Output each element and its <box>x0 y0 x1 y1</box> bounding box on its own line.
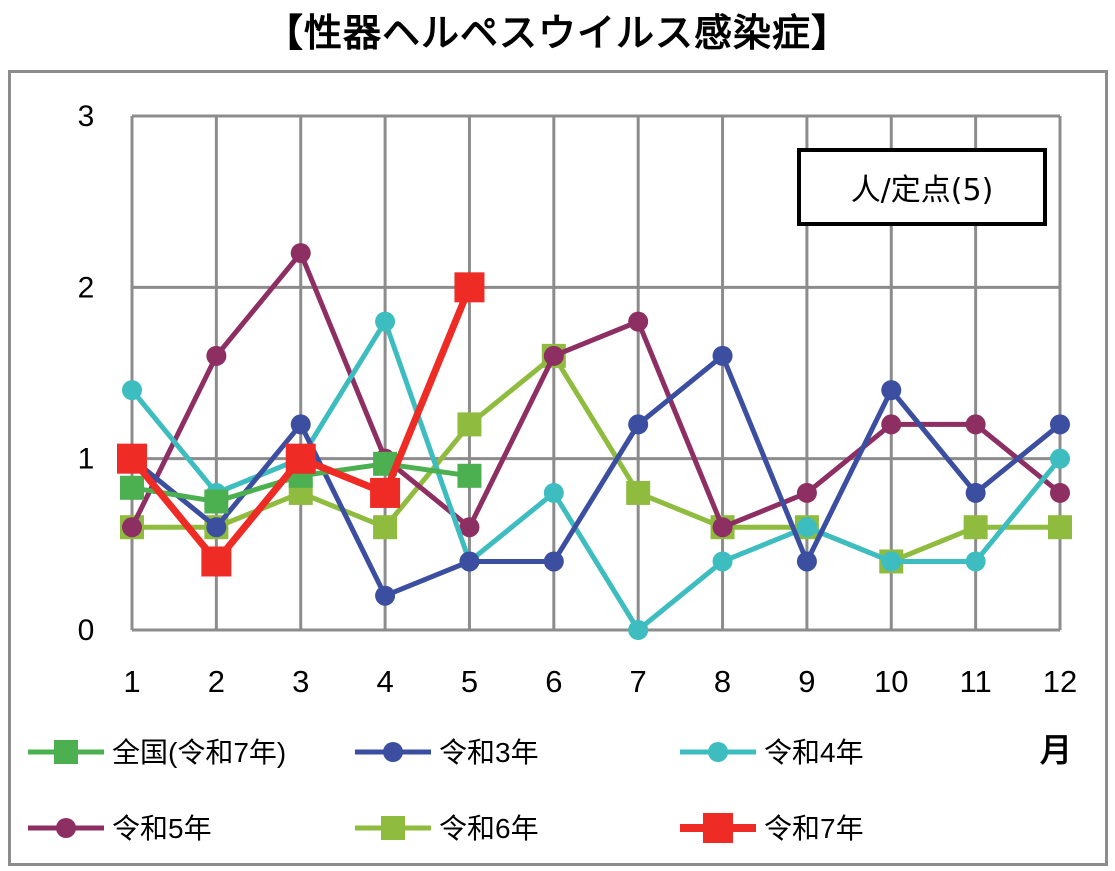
data-point <box>122 380 142 401</box>
legend-item: 令和6年 <box>355 813 539 844</box>
y-tick-label: 1 <box>78 443 95 476</box>
series-line <box>129 250 1062 530</box>
series-2 <box>122 345 1070 606</box>
x-tick-label: 5 <box>461 664 478 699</box>
data-point <box>459 551 480 572</box>
data-point <box>881 380 902 401</box>
series-1 <box>120 451 482 514</box>
data-point <box>712 517 733 538</box>
data-point <box>628 620 649 640</box>
data-point <box>712 551 733 572</box>
series-line <box>130 353 1062 599</box>
x-tick-label: 1 <box>123 664 140 699</box>
x-tick-label: 7 <box>630 664 647 699</box>
series-line <box>130 319 1062 633</box>
data-point <box>459 517 480 538</box>
data-point <box>712 345 733 366</box>
series-6 <box>117 272 485 577</box>
data-point <box>201 546 232 577</box>
x-tick-label: 11 <box>960 664 992 699</box>
data-point <box>373 515 398 540</box>
legend-label: 令和3年 <box>439 737 539 768</box>
series-layer <box>117 243 1072 640</box>
data-point <box>963 515 988 540</box>
data-point <box>290 414 311 435</box>
legend-item: 令和4年 <box>680 737 864 768</box>
legend-label: 令和5年 <box>112 813 212 844</box>
legend-marker <box>708 742 728 762</box>
chart-title: 【性器ヘルペスウイルス感染症】 <box>264 11 850 55</box>
data-point <box>120 475 144 500</box>
data-point <box>457 412 482 437</box>
x-unit-label: 月 <box>1040 731 1073 769</box>
legend-label: 令和6年 <box>439 813 539 844</box>
plot-frame <box>8 70 1108 866</box>
legend-marker <box>383 742 403 762</box>
data-point <box>881 414 902 435</box>
y-tick-label: 2 <box>78 271 95 304</box>
legend-item: 令和3年 <box>355 737 539 768</box>
data-point <box>375 311 396 332</box>
data-point <box>375 585 396 606</box>
data-point <box>370 477 401 508</box>
data-point <box>965 482 986 503</box>
data-point <box>206 517 227 538</box>
x-tick-label: 10 <box>874 664 908 699</box>
data-point <box>965 414 986 435</box>
y-tick-label: 3 <box>78 100 95 133</box>
legend-marker <box>54 740 78 764</box>
x-tick-label: 12 <box>1043 664 1077 699</box>
data-point <box>543 482 564 503</box>
data-point <box>543 345 564 366</box>
data-point <box>796 517 817 538</box>
legend-marker <box>703 813 733 843</box>
legend-item: 全国(令和7年) <box>28 737 286 768</box>
y-tick-label: 0 <box>78 614 95 647</box>
data-point <box>1050 482 1070 503</box>
data-point <box>965 551 986 572</box>
data-point <box>1048 515 1072 540</box>
x-tick-label: 6 <box>545 664 562 699</box>
data-point <box>1050 414 1070 435</box>
data-point <box>881 551 902 572</box>
data-point <box>626 480 651 505</box>
legend-label: 全国(令和7年) <box>112 737 286 768</box>
legend-marker <box>56 818 76 838</box>
data-point <box>206 345 227 366</box>
legend-label: 令和4年 <box>764 737 864 768</box>
data-point <box>628 414 649 435</box>
data-point <box>457 463 482 488</box>
data-point <box>204 489 229 514</box>
x-tick-label: 3 <box>292 664 309 699</box>
series-4 <box>122 243 1070 538</box>
legend-marker <box>381 816 405 840</box>
legend-item: 令和5年 <box>28 813 212 844</box>
unit-label-box: 人/定点(5) <box>797 148 1047 226</box>
data-point <box>796 482 817 503</box>
data-point <box>285 443 316 474</box>
x-tick-label: 2 <box>208 664 225 699</box>
data-point <box>454 272 485 303</box>
legend-label: 令和7年 <box>764 813 864 844</box>
data-point <box>290 243 311 264</box>
series-3 <box>122 311 1070 640</box>
x-tick-label: 9 <box>798 664 815 699</box>
series-line <box>132 353 1060 564</box>
data-point <box>543 551 564 572</box>
legend-item: 令和7年 <box>680 813 864 844</box>
unit-label: 人/定点(5) <box>850 173 994 208</box>
data-point <box>117 443 147 474</box>
data-point <box>122 517 142 538</box>
data-point <box>1050 448 1070 469</box>
x-tick-label: 4 <box>376 664 393 699</box>
data-point <box>796 551 817 572</box>
x-tick-label: 8 <box>714 664 731 699</box>
data-point <box>628 311 649 332</box>
